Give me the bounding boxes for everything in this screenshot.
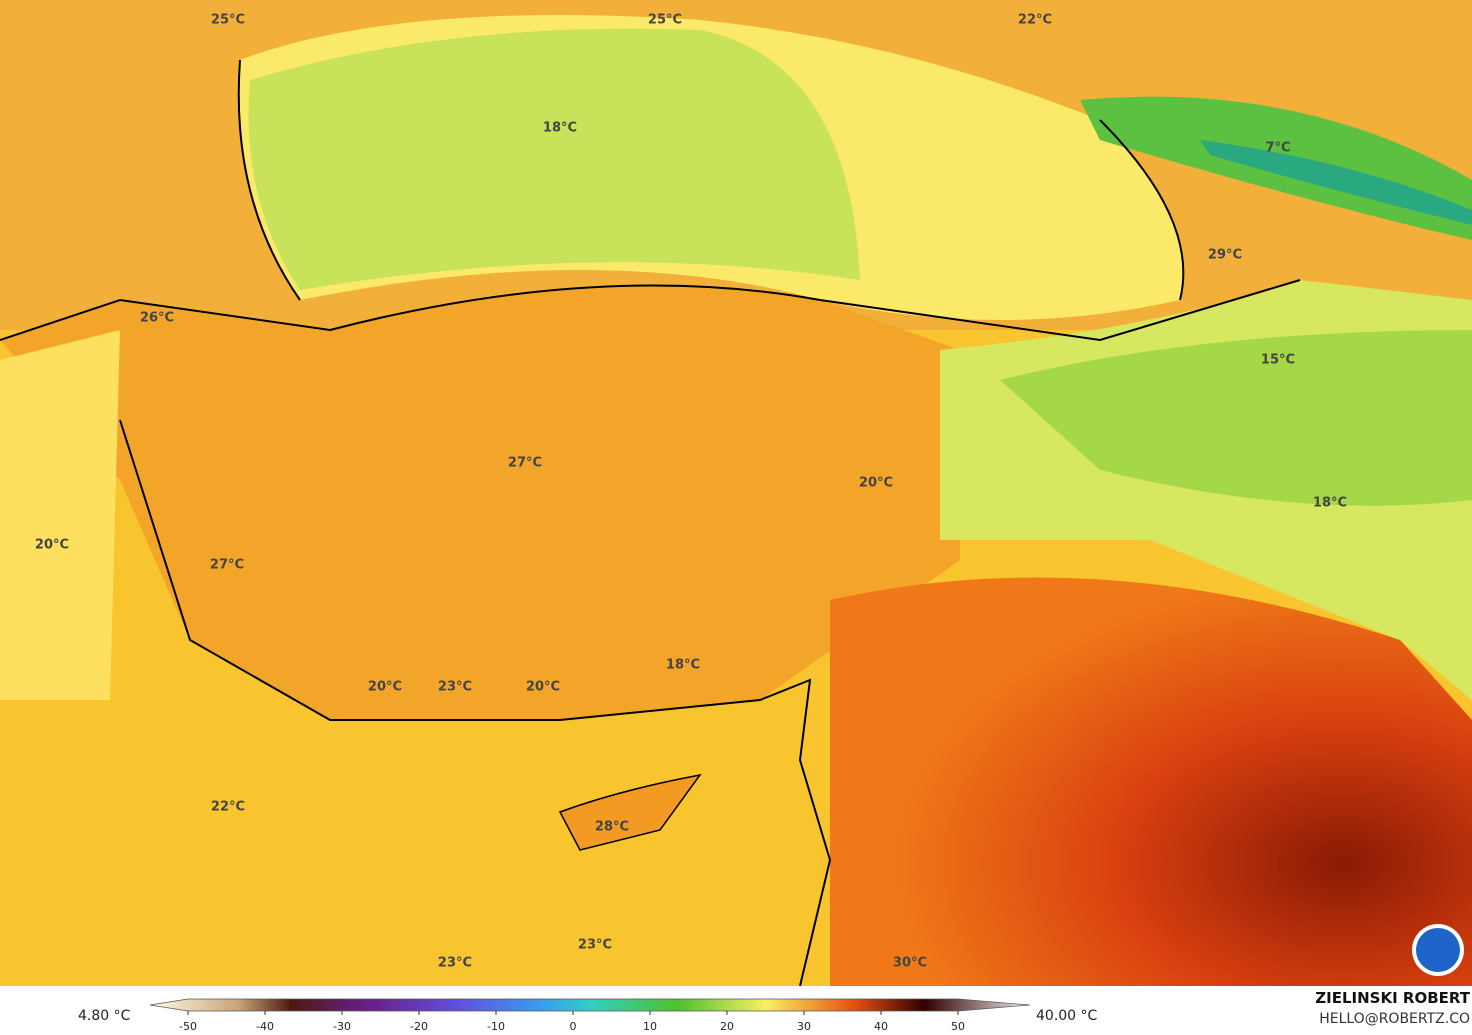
colorbar-tick-label: 30: [797, 1020, 811, 1033]
credit-name: ZIELINSKI ROBERT: [1315, 989, 1470, 1007]
temperature-label: 20°C: [35, 538, 69, 553]
temperature-label: 26°C: [140, 311, 174, 326]
temperature-label: 25°C: [648, 13, 682, 28]
temperature-label: 27°C: [210, 558, 244, 573]
colorbar-tick-label: 20: [720, 1020, 734, 1033]
temperature-label: 23°C: [438, 956, 472, 971]
colorbar-tick-label: -20: [410, 1020, 428, 1033]
temperature-label: 25°C: [211, 13, 245, 28]
temperature-label: 30°C: [893, 956, 927, 971]
temperature-label: 28°C: [595, 820, 629, 835]
temperature-label: 18°C: [1313, 496, 1347, 511]
colorbar-tick-label: -30: [333, 1020, 351, 1033]
temperature-label: 20°C: [526, 680, 560, 695]
map-background: [0, 0, 1472, 987]
noaa-logo: [1412, 924, 1464, 976]
temperature-label: 18°C: [543, 121, 577, 136]
colorbar-tick-label: 10: [643, 1020, 657, 1033]
colorbar-min: 4.80 °C: [78, 1008, 131, 1024]
colorbar-tick-label: 0: [570, 1020, 577, 1033]
temperature-label: 23°C: [438, 680, 472, 695]
temperature-label: 22°C: [1018, 13, 1052, 28]
colorbar-tick-label: 50: [951, 1020, 965, 1033]
colorbar: [149, 998, 1031, 1012]
temperature-label: 18°C: [666, 658, 700, 673]
colorbar-tick-label: 40: [874, 1020, 888, 1033]
temperature-label: 20°C: [859, 476, 893, 491]
colorbar-max: 40.00 °C: [1036, 1008, 1098, 1024]
temperature-label: 7°C: [1265, 141, 1290, 156]
temperature-label: 15°C: [1261, 353, 1295, 368]
credit-email: HELLO@ROBERTZ.CO: [1319, 1011, 1470, 1027]
temperature-label: 20°C: [368, 680, 402, 695]
colorbar-tick-label: -40: [256, 1020, 274, 1033]
colorbar-tick-label: -10: [487, 1020, 505, 1033]
temperature-label: 23°C: [578, 938, 612, 953]
temperature-label: 29°C: [1208, 248, 1242, 263]
colorbar-tick-label: -50: [179, 1020, 197, 1033]
temperature-label: 27°C: [508, 456, 542, 471]
temperature-label: 22°C: [211, 800, 245, 815]
